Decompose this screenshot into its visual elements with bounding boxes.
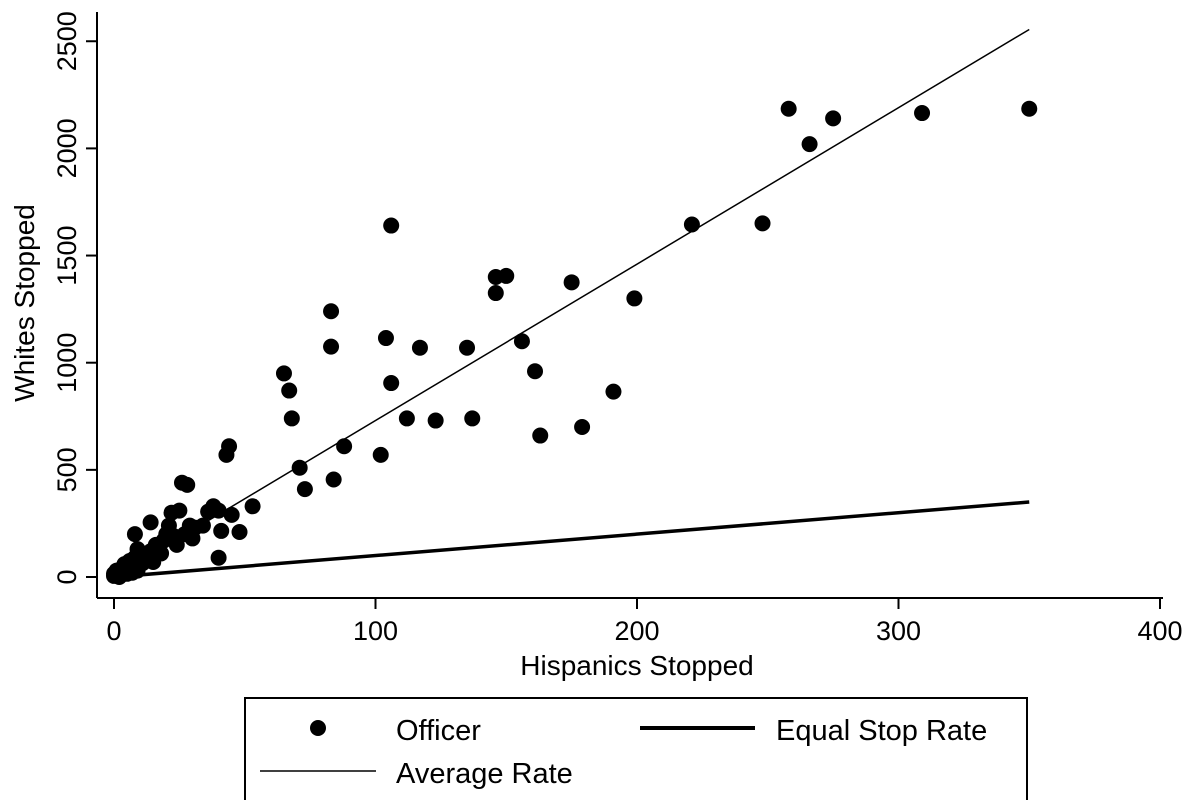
officer-point <box>427 412 444 429</box>
officer-point <box>754 215 771 232</box>
officer-point <box>398 410 415 427</box>
officer-point <box>213 522 230 539</box>
officer-point <box>498 267 515 284</box>
officer-point <box>325 471 342 488</box>
x-tick-label: 0 <box>106 616 121 646</box>
y-tick-label: 1500 <box>52 226 82 286</box>
officer-point <box>383 375 400 392</box>
officer-point <box>126 526 143 543</box>
y-tick-label: 500 <box>52 447 82 492</box>
officer-point <box>223 506 240 523</box>
y-axis-ticks: 0 500 1000 1500 2000 2500 <box>52 11 97 585</box>
officer-point <box>683 216 700 233</box>
officer-point <box>210 549 227 566</box>
legend: Officer Equal Stop Rate Average Rate <box>244 697 1028 800</box>
x-axis-ticks: 0 100 200 300 400 <box>106 598 1183 646</box>
y-tick-label: 2500 <box>52 11 82 71</box>
officer-point <box>605 383 622 400</box>
officer-point <box>1021 100 1038 117</box>
officer-point <box>383 217 400 234</box>
average-rate-line <box>113 28 1030 578</box>
x-tick-label: 200 <box>614 616 659 646</box>
officer-point <box>231 523 248 540</box>
officer-point <box>411 339 428 356</box>
officer-point <box>574 418 591 435</box>
officer-points <box>106 100 1038 585</box>
officer-point <box>323 303 340 320</box>
legend-box <box>244 697 1028 800</box>
officer-point <box>179 476 196 493</box>
officer-point <box>801 136 818 153</box>
legend-equal-label: Equal Stop Rate <box>776 715 987 747</box>
x-tick-label: 100 <box>353 616 398 646</box>
officer-point <box>194 517 211 534</box>
officer-point <box>532 427 549 444</box>
officer-point <box>626 290 643 307</box>
officer-point <box>171 502 188 519</box>
officer-point <box>487 285 504 302</box>
officer-point <box>459 339 476 356</box>
x-axis-title: Hispanics Stopped <box>520 650 753 681</box>
officer-point <box>142 514 159 531</box>
officer-point <box>323 338 340 355</box>
officer-point <box>275 365 292 382</box>
y-axis-title: Whites Stopped <box>9 204 40 402</box>
officer-point <box>563 274 580 291</box>
officer-point <box>513 333 530 350</box>
officer-point <box>291 459 308 476</box>
x-tick-label: 300 <box>876 616 921 646</box>
x-tick-label: 400 <box>1137 616 1182 646</box>
officer-point <box>244 498 261 515</box>
officer-point <box>281 382 298 399</box>
officer-point <box>377 330 394 347</box>
officer-point <box>825 110 842 127</box>
legend-officer-marker <box>310 720 326 736</box>
y-tick-label: 1000 <box>52 333 82 393</box>
series-lines <box>113 28 1030 579</box>
legend-average-label: Average Rate <box>396 758 573 790</box>
equal-stop-rate-line <box>113 500 1030 579</box>
officer-point <box>221 438 238 455</box>
officer-point <box>780 100 797 117</box>
officer-point <box>210 502 227 519</box>
officer-point <box>336 438 353 455</box>
plot-area: 0 100 200 300 400 0 500 1000 1500 2000 2500 <box>52 11 1183 646</box>
y-tick-label: 0 <box>52 569 82 584</box>
officer-point <box>372 446 389 463</box>
officer-point <box>153 545 170 562</box>
officer-point <box>914 105 931 122</box>
legend-officer-label: Officer <box>396 715 481 747</box>
officer-point <box>296 481 313 498</box>
y-tick-label: 2000 <box>52 118 82 178</box>
officer-point <box>527 363 544 380</box>
officer-point <box>283 410 300 427</box>
officer-point <box>464 410 481 427</box>
